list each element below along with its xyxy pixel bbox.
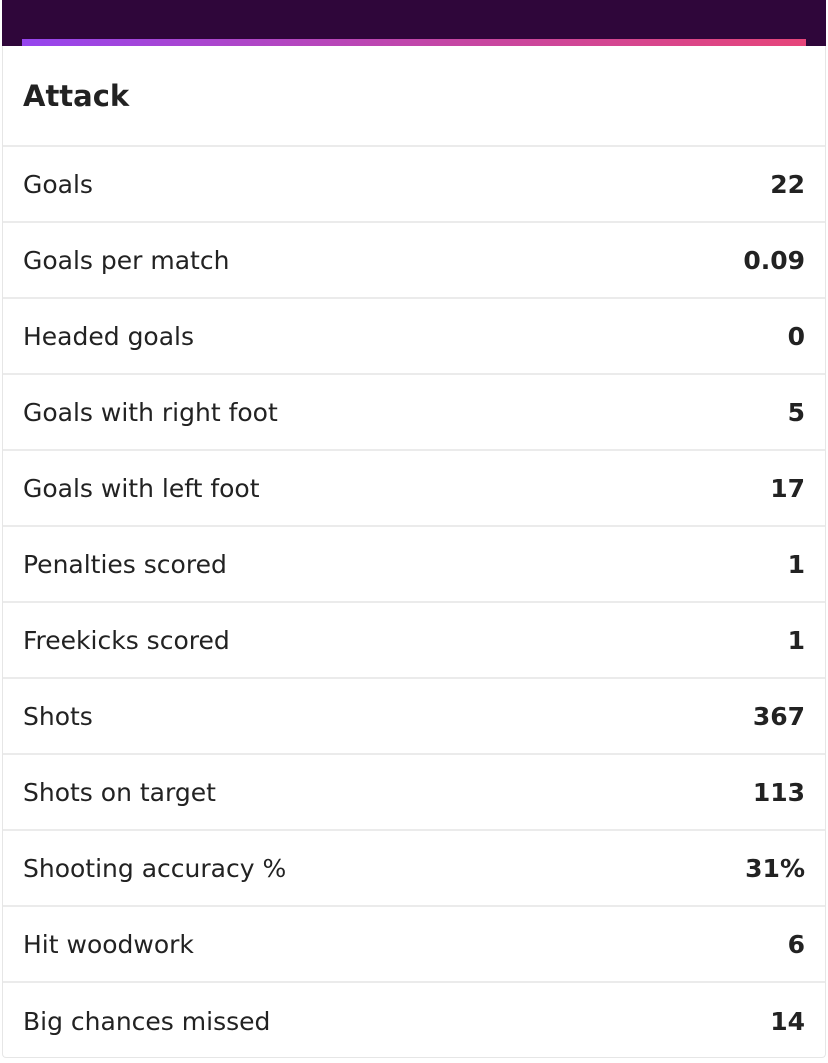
stat-value: 0.09 bbox=[743, 245, 805, 275]
stat-value: 0 bbox=[787, 321, 805, 351]
stat-label: Goals bbox=[23, 169, 93, 199]
stat-row: Goals with right foot 5 bbox=[3, 375, 825, 451]
stat-label: Big chances missed bbox=[23, 1006, 271, 1036]
stat-label: Goals per match bbox=[23, 245, 230, 275]
stat-row: Goals with left foot 17 bbox=[3, 451, 825, 527]
stat-label: Shooting accuracy % bbox=[23, 853, 287, 883]
stat-value: 6 bbox=[787, 929, 805, 959]
stat-label: Freekicks scored bbox=[23, 625, 230, 655]
stat-row: Shooting accuracy % 31% bbox=[3, 831, 825, 907]
stat-row: Penalties scored 1 bbox=[3, 527, 825, 603]
stat-row: Goals 22 bbox=[3, 147, 825, 223]
section-title: Attack bbox=[3, 46, 825, 147]
stat-label: Shots bbox=[23, 701, 93, 731]
header-bar bbox=[2, 0, 826, 46]
stat-value: 17 bbox=[770, 473, 805, 503]
stat-value: 22 bbox=[770, 169, 805, 199]
stat-label: Goals with right foot bbox=[23, 397, 278, 427]
stat-label: Headed goals bbox=[23, 321, 195, 351]
stat-row: Shots on target 113 bbox=[3, 755, 825, 831]
stat-value: 31% bbox=[745, 853, 805, 883]
stat-value: 5 bbox=[787, 397, 805, 427]
gradient-accent-strip bbox=[22, 39, 806, 46]
stat-value: 367 bbox=[752, 701, 805, 731]
stat-row: Headed goals 0 bbox=[3, 299, 825, 375]
stat-value: 1 bbox=[787, 625, 805, 655]
stat-row: Shots 367 bbox=[3, 679, 825, 755]
stat-value: 1 bbox=[787, 549, 805, 579]
stat-row: Hit woodwork 6 bbox=[3, 907, 825, 983]
stat-label: Shots on target bbox=[23, 777, 216, 807]
stat-row: Freekicks scored 1 bbox=[3, 603, 825, 679]
stat-value: 14 bbox=[770, 1006, 805, 1036]
stat-label: Hit woodwork bbox=[23, 929, 194, 959]
stat-label: Penalties scored bbox=[23, 549, 227, 579]
stat-row: Big chances missed 14 bbox=[3, 983, 825, 1059]
attack-stats-card: Attack Goals 22 Goals per match 0.09 Headed … bbox=[2, 46, 826, 1058]
stats-list: Goals 22 Goals per match 0.09 Headed goals 0 G… bbox=[3, 147, 825, 1059]
stat-row: Goals per match 0.09 bbox=[3, 223, 825, 299]
stat-value: 113 bbox=[752, 777, 805, 807]
stat-label: Goals with left foot bbox=[23, 473, 260, 503]
